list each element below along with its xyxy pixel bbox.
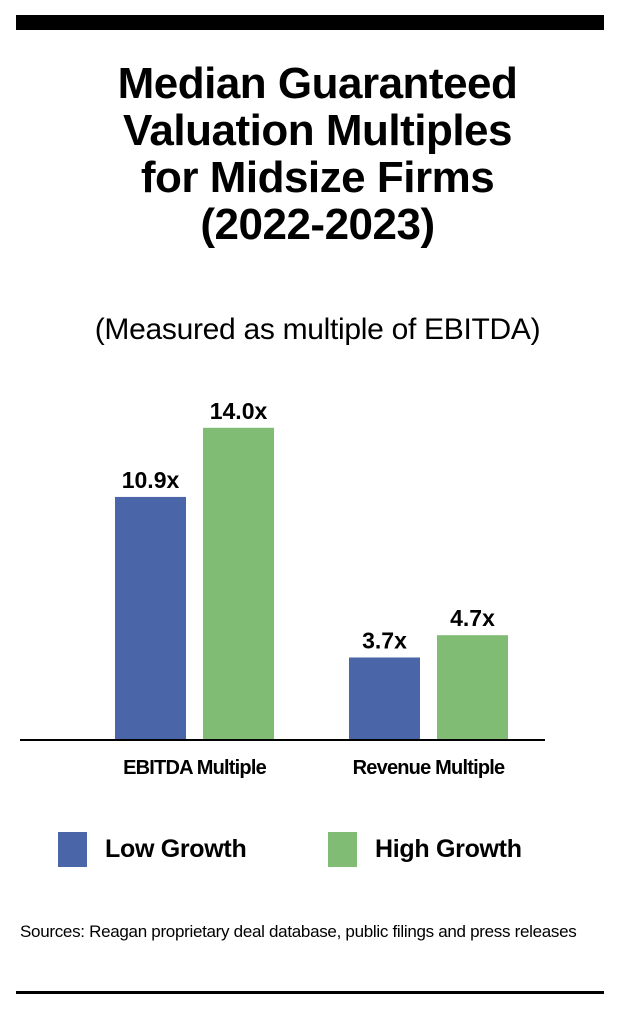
legend-label-high-growth: High Growth xyxy=(375,835,522,863)
title-line: Median Guaranteed xyxy=(117,59,518,108)
category-label: Revenue Multiple xyxy=(353,757,505,779)
value-label: 10.9x xyxy=(122,467,180,493)
category-label: EBITDA Multiple xyxy=(123,757,266,779)
legend-swatch-high-growth xyxy=(328,832,357,867)
sources-note: Sources: Reagan proprietary deal databas… xyxy=(20,922,577,941)
bar-high-growth-revenue-multiple xyxy=(437,635,508,740)
bar-low-growth-ebitda-multiple xyxy=(115,496,186,740)
legend-label-low-growth: Low Growth xyxy=(105,835,247,863)
bars-group xyxy=(115,427,508,740)
value-label: 3.7x xyxy=(362,627,407,653)
legend: Low Growth High Growth xyxy=(0,832,635,872)
title-line: Valuation Multiples xyxy=(123,106,513,155)
title-line: for Midsize Firms xyxy=(140,153,495,202)
chart-title: Median Guaranteed Valuation Multiples fo… xyxy=(0,60,635,248)
top-rule xyxy=(16,15,604,30)
title-line: (2022-2023) xyxy=(200,200,435,249)
bar-chart: 10.9x 14.0x 3.7x 4.7x EBITDA Multiple Revenu… xyxy=(20,398,545,779)
legend-swatch-low-growth xyxy=(58,832,87,867)
category-labels-group: EBITDA Multiple Revenue Multiple xyxy=(123,757,506,779)
value-labels-group: 10.9x 14.0x 3.7x 4.7x xyxy=(122,398,495,654)
chart-subtitle: (Measured as multiple of EBITDA) xyxy=(94,313,541,346)
bar-high-growth-ebitda-multiple xyxy=(203,427,274,740)
bar-low-growth-revenue-multiple xyxy=(349,657,420,740)
value-label: 14.0x xyxy=(210,398,268,424)
value-label: 4.7x xyxy=(450,605,495,631)
legend-item-low-growth: Low Growth xyxy=(58,832,247,867)
legend-item-high-growth: High Growth xyxy=(328,832,522,867)
bottom-rule xyxy=(16,991,604,994)
